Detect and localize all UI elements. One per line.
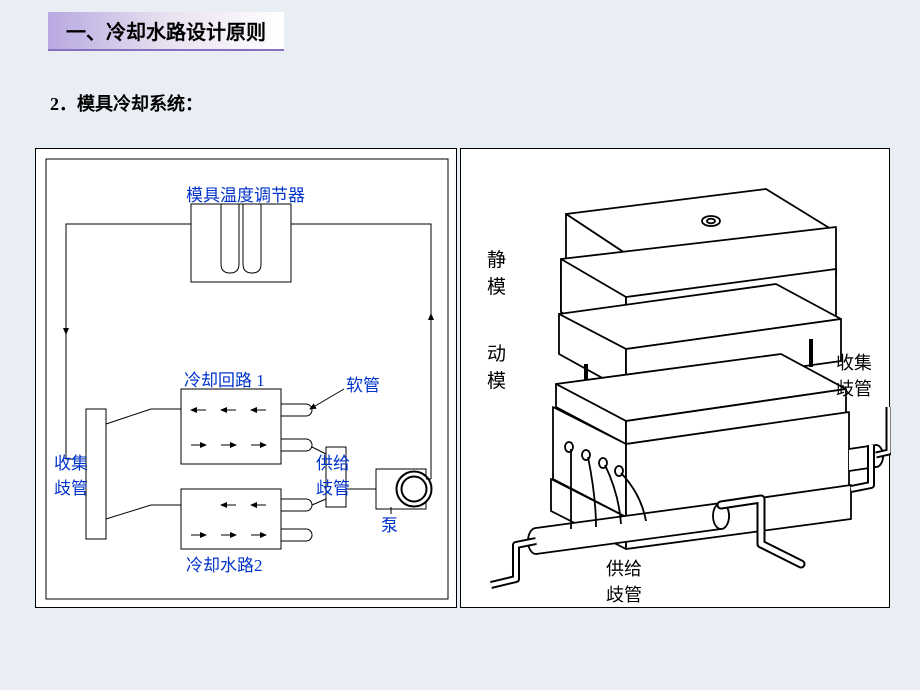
- label-static-mold: 静 模: [487, 245, 506, 299]
- label-cooling-loop2: 冷却水路2: [186, 551, 263, 576]
- diagram-panels: 模具温度调节器 冷却回路 1 冷却水路2 软管 收集 歧管 供给 歧管 泵: [35, 148, 890, 608]
- isometric-svg: [461, 149, 891, 609]
- section-title: 一、冷却水路设计原则: [48, 12, 284, 51]
- label-cooling-loop1: 冷却回路 1: [184, 366, 265, 391]
- label-pump: 泵: [381, 511, 398, 536]
- label-collect-manifold: 收集 歧管: [54, 449, 88, 499]
- label-collect-manifold-r: 收集 歧管: [836, 349, 872, 401]
- schematic-panel: 模具温度调节器 冷却回路 1 冷却水路2 软管 收集 歧管 供给 歧管 泵: [35, 148, 457, 608]
- isometric-panel: 静 模 动 模 收集 歧管 供给 歧管: [460, 148, 890, 608]
- label-moving-mold: 动 模: [487, 339, 506, 393]
- subtitle: 2．模具冷却系统：: [50, 90, 203, 116]
- label-supply-manifold: 供给 歧管: [316, 449, 350, 499]
- label-supply-manifold-r: 供给 歧管: [606, 555, 642, 607]
- label-temp-regulator: 模具温度调节器: [186, 181, 305, 206]
- label-hose: 软管: [346, 371, 380, 396]
